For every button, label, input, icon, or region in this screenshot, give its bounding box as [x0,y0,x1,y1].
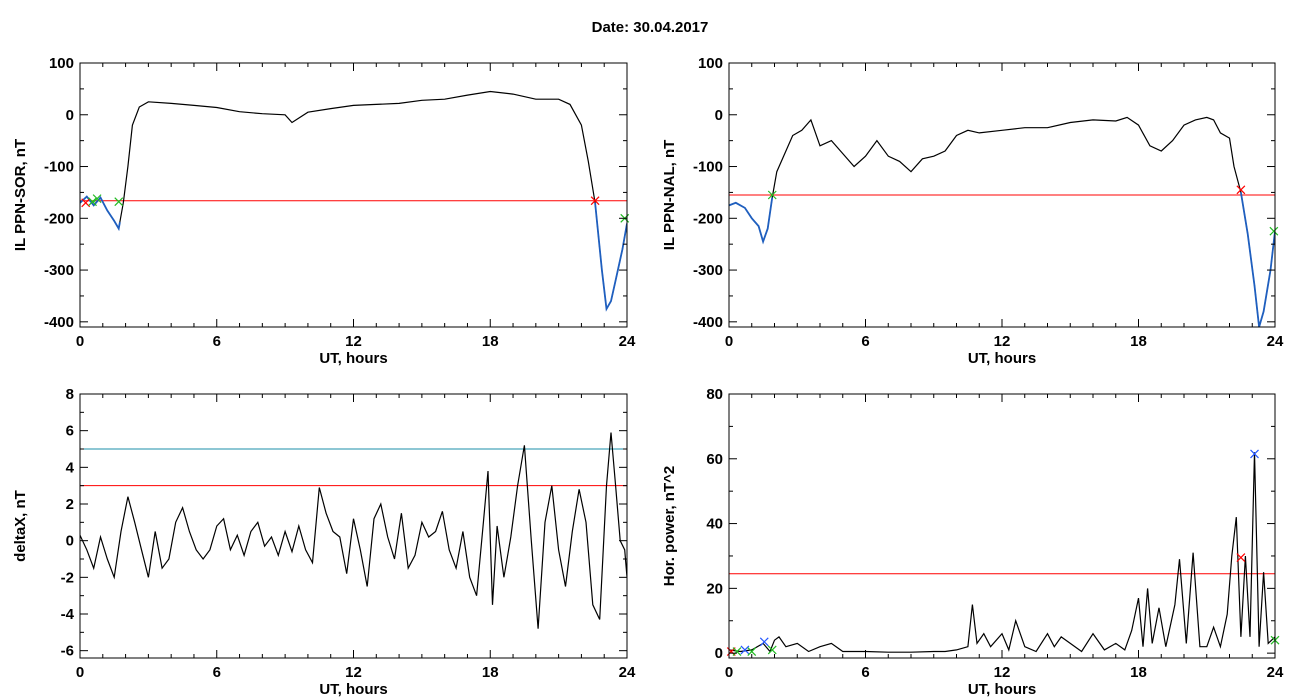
y-tick-label: -200 [44,210,74,227]
y-axis-label: IL PPN-SOR, nT [12,139,29,251]
event-marker-0 [767,190,777,200]
series-line [80,432,627,629]
y-tick-label: -300 [693,262,723,279]
x-tick-label: 12 [345,333,362,350]
date-label: Date: [591,19,630,36]
plot-frame [728,393,1276,659]
x-tick-label: 12 [994,333,1011,350]
figure-date-title: Date: 30.04.2017 [0,19,1300,36]
x-tick-label: 18 [482,333,499,350]
series-line [80,90,627,311]
x-tick-label: 0 [76,333,84,350]
event-marker-2 [92,194,102,204]
date-value: 30.04.2017 [633,19,709,36]
event-marker-4 [759,637,769,647]
y-tick-label: 6 [66,423,74,440]
y-tick-label: -4 [61,606,75,623]
highlight-segment-1 [1240,192,1275,327]
y-tick-label: 8 [66,386,74,403]
event-marker-1 [732,647,742,656]
y-tick-label: -100 [693,159,723,176]
event-marker-3 [114,197,124,207]
x-tick-label: 0 [76,664,84,681]
y-axis-label: deltaX, nT [12,490,29,562]
event-marker-6 [1236,553,1246,563]
event-marker-4 [590,196,600,206]
event-marker-5 [767,645,777,655]
x-tick-label: 6 [861,664,869,681]
x-axis-label: UT, hours [319,350,387,367]
y-tick-label: 4 [66,459,75,476]
y-tick-label: 0 [715,645,723,662]
event-marker-2 [740,645,750,655]
y-tick-label: 2 [66,496,74,513]
y-tick-label: 100 [49,55,74,72]
y-tick-label: 60 [706,451,723,468]
series-line [729,116,1275,327]
event-marker-3 [747,647,757,656]
chart-panel-hor-power: 0 6 12 18 24 0 20 40 60 80 UT, hours Hor. power, nT… [661,386,1284,698]
x-axis-label: UT, hours [319,681,387,698]
x-tick-label: 12 [994,664,1011,681]
y-tick-label: 0 [66,107,74,124]
y-tick-label: -6 [61,643,74,660]
x-tick-label: 6 [213,333,221,350]
y-axis-label: IL PPN-NAL, nT [661,140,678,251]
highlight-segment-0 [729,197,774,245]
y-tick-label: -400 [44,314,74,331]
series-line [729,452,1275,653]
x-tick-label: 6 [213,664,221,681]
y-tick-label: -200 [693,210,723,227]
x-tick-label: 18 [482,664,499,681]
event-marker-7 [1250,449,1259,459]
y-tick-label: 0 [715,107,723,124]
x-tick-label: 24 [1267,333,1284,350]
x-tick-label: 24 [619,333,636,350]
x-tick-label: 24 [619,664,636,681]
event-marker-1 [88,197,97,207]
y-tick-label: 40 [706,516,723,533]
x-tick-label: 12 [345,664,362,681]
x-tick-label: 24 [1267,664,1284,681]
highlight-segment-0 [80,195,121,232]
x-tick-label: 18 [1130,664,1147,681]
y-tick-label: 20 [706,580,723,597]
y-tick-label: 0 [66,533,74,550]
x-axis-label: UT, hours [968,681,1036,698]
chart-panel-ppn-nal: 0 6 12 18 24 -400 -300 -200 -100 0 100 UT, hours IL … [661,55,1284,367]
x-tick-label: 6 [861,333,869,350]
y-tick-label: -300 [44,262,74,279]
x-tick-label: 0 [725,333,733,350]
highlight-segment-1 [594,202,627,312]
y-tick-label: -2 [61,569,74,586]
x-axis-label: UT, hours [968,350,1036,367]
y-tick-label: 100 [698,55,723,72]
event-marker-2 [1269,226,1279,236]
x-tick-label: 0 [725,664,733,681]
y-tick-label: -100 [44,159,74,176]
event-marker-1 [1236,185,1246,195]
y-tick-label: -400 [693,314,723,331]
x-tick-label: 18 [1130,333,1147,350]
y-axis-label: Hor. power, nT^2 [661,466,678,586]
chart-panel-ppn-sor: 0 6 12 18 24 -400 -300 -200 -100 0 100 UT, hours IL … [12,55,636,367]
y-tick-label: 80 [706,386,723,403]
